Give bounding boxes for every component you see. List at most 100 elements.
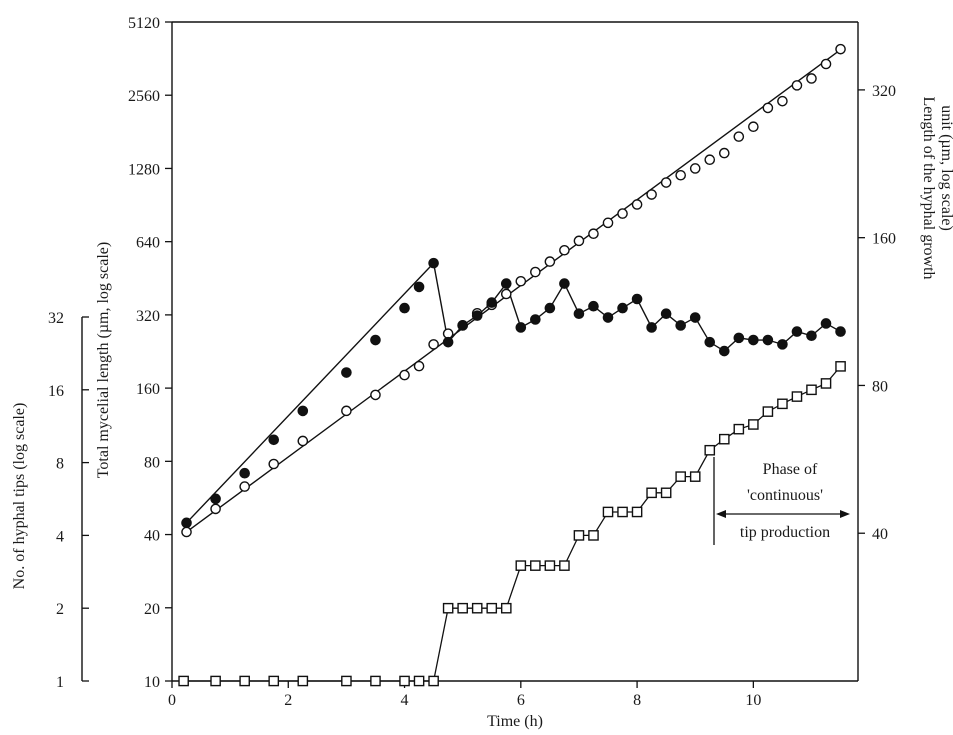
- growth-unit-point: [210, 493, 221, 505]
- growth-unit-point: [835, 326, 846, 337]
- growth-unit-point: [602, 312, 614, 323]
- y-inner-tick-label: 320: [136, 308, 160, 325]
- total-length-point: [660, 177, 672, 188]
- growth-unit-connector: [447, 282, 841, 352]
- total-length-point: [733, 131, 745, 142]
- hyphal-tips-point: [704, 444, 716, 456]
- growth-unit-point: [515, 322, 527, 333]
- growth-unit-point: [617, 302, 628, 314]
- total-length-point: [835, 43, 846, 55]
- growth-unit-point: [675, 320, 686, 331]
- hyphal-tips-axis-ticks: 1 2 4 8 16 32: [48, 310, 89, 691]
- total-length-point: [748, 121, 759, 133]
- growth-unit-point: [239, 467, 250, 479]
- y-axis-hyphal-tips-title: No. of hyphal tips (log scale): [11, 403, 28, 590]
- growth-unit-point: [297, 405, 309, 417]
- series-lines: [183, 49, 842, 682]
- hyphal-tips-point: [660, 487, 672, 499]
- hyphal-tips-point: [178, 675, 189, 687]
- growth-unit-point: [762, 334, 774, 346]
- hyphal-tips-point: [515, 560, 527, 571]
- hyphal-tips-point: [210, 675, 221, 687]
- total-length-point: [675, 169, 686, 181]
- growth-unit-point: [399, 302, 410, 314]
- x-tick-label: 8: [633, 692, 641, 709]
- x-tick-label: 4: [401, 692, 409, 709]
- total-length-point: [631, 199, 643, 210]
- growth-unit-point: [413, 281, 425, 293]
- x-tick-label: 0: [168, 692, 176, 709]
- total-length-point: [341, 405, 352, 417]
- y-outer-tick-label: 1: [56, 674, 64, 691]
- y-axis-growth-unit-title-line2: unit (µm, log scale): [938, 105, 953, 231]
- hyphal-tips-point: [442, 602, 454, 614]
- phase-arrow-left-head: [716, 510, 726, 518]
- total-length-point: [399, 369, 410, 381]
- hyphal-tips-point: [370, 675, 381, 687]
- hyphal-tips-point: [486, 602, 498, 614]
- total-length-point: [370, 389, 381, 401]
- total-length-point: [500, 288, 512, 300]
- growth-unit-point: [689, 312, 701, 323]
- total-length-point: [181, 526, 192, 538]
- growth-unit-point: [660, 308, 672, 320]
- hyphal-tips-point: [675, 471, 686, 482]
- hyphal-tips-point: [530, 560, 541, 571]
- hyphal-tips-point: [762, 406, 774, 417]
- total-length-point: [210, 503, 221, 515]
- hyphal-tips-point: [835, 361, 846, 372]
- x-tick-label: 2: [284, 692, 292, 709]
- y-axis-mycelial-length-title: Total mycelial length (µm, log scale): [95, 242, 112, 478]
- growth-unit-point: [631, 293, 643, 305]
- hyphal-tips-point: [239, 675, 250, 687]
- phase-label-line3: tip production: [740, 524, 830, 541]
- total-length-point: [515, 275, 527, 287]
- y-right-tick-label: 160: [872, 231, 896, 248]
- growth-unit-point: [718, 345, 730, 357]
- growth-unit-point: [457, 320, 468, 331]
- total-length-point: [689, 163, 701, 174]
- y-inner-tick-label: 160: [136, 381, 160, 398]
- hyphal-tips-point: [718, 433, 730, 445]
- y-outer-tick-label: 32: [48, 310, 64, 327]
- phase-label-line1: Phase of: [763, 461, 818, 478]
- growth-unit-point: [268, 434, 280, 446]
- total-length-point: [791, 80, 803, 91]
- y-axis-growth-unit-title-line1: Length of the hyphal growth: [920, 96, 937, 279]
- total-length-point: [428, 339, 439, 350]
- y-outer-tick-label: 8: [56, 456, 64, 473]
- total-length-point: [777, 95, 788, 107]
- growth-unit-point: [820, 318, 832, 329]
- hyphal-tips-point: [791, 391, 803, 402]
- total-length-point: [559, 244, 570, 256]
- growth-unit-point: [486, 297, 498, 308]
- growth-unit-point: [704, 336, 716, 348]
- hyphal-tips-point: [588, 530, 599, 541]
- hyphal-tips-point: [413, 675, 425, 687]
- total-length-point: [646, 189, 657, 200]
- phase-arrow-right-head: [840, 510, 850, 518]
- total-length-point: [704, 154, 716, 166]
- y-inner-tick-label: 80: [144, 454, 160, 471]
- total-length-point: [617, 208, 628, 219]
- x-tick-label: 10: [745, 692, 761, 709]
- y-inner-tick-label: 10: [144, 674, 160, 691]
- series-growth-unit-points: [181, 257, 846, 529]
- hyphal-tips-point: [297, 675, 309, 687]
- hyphal-tips-point: [471, 602, 483, 614]
- growth-unit-point: [500, 278, 512, 289]
- growth-unit-point: [341, 367, 352, 378]
- x-axis-title: Time (h): [487, 713, 543, 730]
- growth-unit-point: [428, 257, 439, 269]
- total-length-point: [268, 458, 280, 470]
- hyphal-tips-point: [820, 378, 832, 389]
- y-inner-tick-label: 2560: [128, 88, 160, 105]
- phase-label-line2: 'continuous': [747, 487, 823, 504]
- y-inner-tick-label: 5120: [128, 15, 160, 32]
- hyphal-tips-point: [399, 675, 410, 687]
- total-length-point: [806, 73, 817, 84]
- growth-unit-point: [777, 339, 788, 350]
- total-length-point: [239, 481, 250, 492]
- growth-unit-point: [559, 278, 570, 289]
- hyphal-tips-point: [617, 506, 628, 518]
